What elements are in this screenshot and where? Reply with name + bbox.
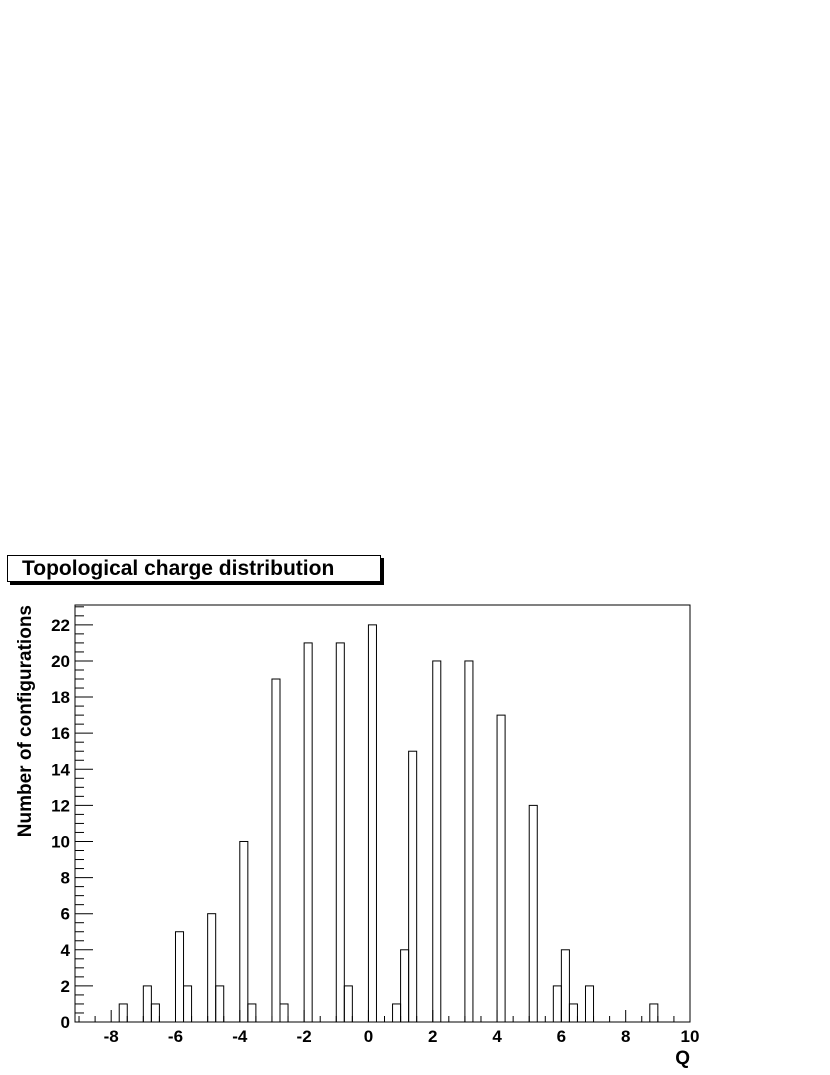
x-tick-label: 6 bbox=[557, 1027, 566, 1046]
x-tick-label: 4 bbox=[492, 1027, 502, 1046]
chart-title-box: Topological charge distribution bbox=[7, 555, 381, 582]
histogram-bar bbox=[560, 949, 570, 1023]
histogram-bar bbox=[335, 642, 345, 1023]
histogram-bar bbox=[496, 714, 506, 1023]
histogram-bar bbox=[247, 1003, 257, 1023]
y-tick-label: 14 bbox=[51, 760, 70, 779]
histogram-bar bbox=[392, 1003, 402, 1023]
x-tick-label: 8 bbox=[621, 1027, 630, 1046]
histogram-bar bbox=[343, 985, 353, 1023]
x-axis-ticks: -8 -6 -4 -2 0 2 4 6 8 10 bbox=[78, 1010, 700, 1046]
x-tick-label: -4 bbox=[232, 1027, 248, 1046]
y-tick-label: 6 bbox=[61, 905, 70, 924]
histogram-bar bbox=[239, 840, 249, 1023]
y-tick-label: 20 bbox=[51, 652, 70, 671]
histogram-bar bbox=[568, 1003, 578, 1023]
y-axis-label: Number of configurations bbox=[15, 605, 36, 837]
histogram-bar bbox=[118, 1003, 128, 1023]
histogram-bar bbox=[215, 985, 225, 1023]
histogram-bars bbox=[118, 624, 659, 1023]
histogram-bar bbox=[271, 678, 281, 1023]
y-tick-label: 8 bbox=[61, 869, 70, 888]
plot-frame bbox=[74, 604, 691, 1023]
y-tick-label: 10 bbox=[51, 832, 70, 851]
histogram-bar bbox=[183, 985, 193, 1023]
y-tick-label: 2 bbox=[61, 977, 70, 996]
x-tick-label: 10 bbox=[681, 1027, 700, 1046]
histogram-bar bbox=[303, 642, 313, 1023]
histogram-bar bbox=[207, 913, 217, 1023]
histogram-bar bbox=[142, 985, 152, 1023]
histogram-bar bbox=[528, 804, 538, 1023]
x-tick-label: 2 bbox=[428, 1027, 437, 1046]
x-axis-label: Q bbox=[675, 1048, 690, 1069]
x-tick-label: -6 bbox=[168, 1027, 183, 1046]
y-tick-label: 12 bbox=[51, 796, 70, 815]
histogram-bar bbox=[400, 949, 410, 1023]
y-tick-label: 22 bbox=[51, 616, 70, 635]
histogram-bar bbox=[174, 931, 185, 1023]
y-tick-label: 18 bbox=[51, 688, 70, 707]
y-axis-ticks: 0 2 4 6 8 10 12 14 16 18 20 22 bbox=[51, 606, 93, 1032]
histogram-bar bbox=[150, 1003, 160, 1023]
y-tick-label: 16 bbox=[51, 724, 70, 743]
histogram-bar bbox=[279, 1003, 289, 1023]
y-tick-label: 4 bbox=[61, 941, 71, 960]
histogram-bar bbox=[408, 750, 418, 1023]
histogram-bar bbox=[464, 660, 474, 1023]
x-tick-label: -8 bbox=[104, 1027, 119, 1046]
histogram-bar bbox=[367, 624, 377, 1023]
histogram-bar bbox=[552, 985, 562, 1023]
histogram-bar bbox=[649, 1003, 659, 1023]
histogram-bar bbox=[432, 660, 442, 1023]
x-tick-label: -2 bbox=[297, 1027, 312, 1046]
chart-title: Topological charge distribution bbox=[22, 557, 335, 580]
histogram-bar bbox=[584, 985, 595, 1023]
x-tick-label: 0 bbox=[364, 1027, 373, 1046]
y-tick-label: 0 bbox=[61, 1013, 70, 1032]
